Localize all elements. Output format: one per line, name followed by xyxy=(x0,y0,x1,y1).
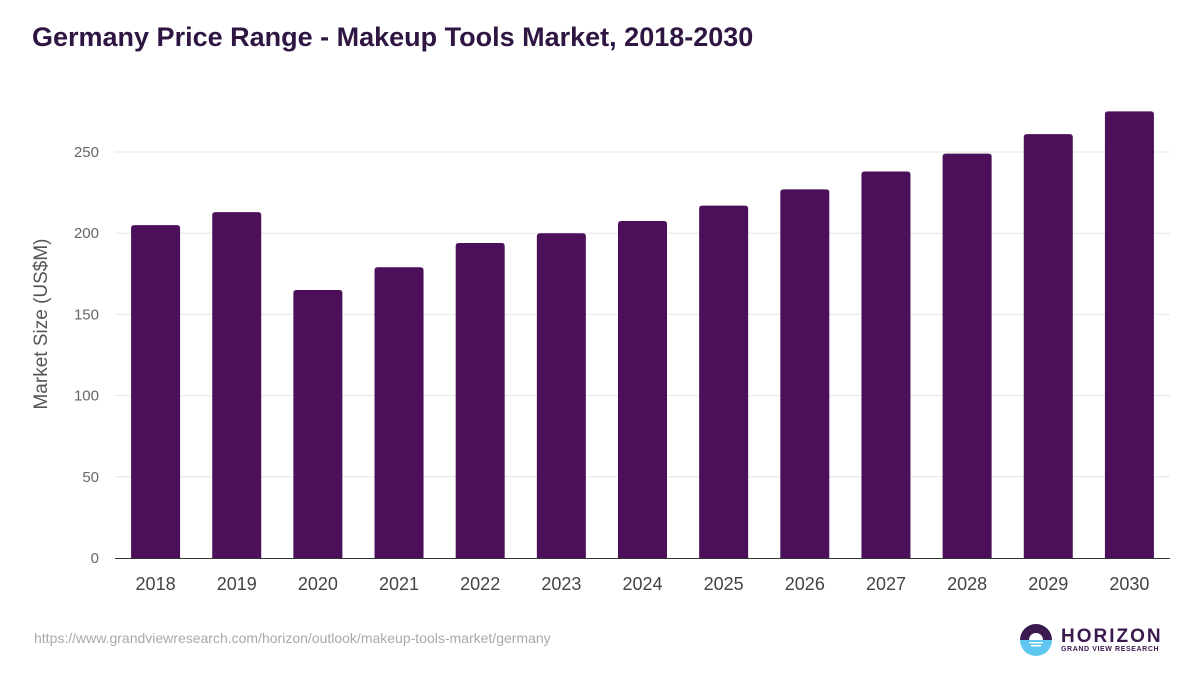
x-tick-label: 2029 xyxy=(1028,574,1068,594)
x-tick-label: 2021 xyxy=(379,574,419,594)
y-axis-label: Market Size (US$M) xyxy=(31,238,52,409)
bar-2020 xyxy=(293,290,343,558)
bar-2025 xyxy=(699,205,749,559)
bar-2023 xyxy=(536,233,586,558)
x-tick-label: 2019 xyxy=(217,574,257,594)
x-tick-label: 2030 xyxy=(1109,574,1149,594)
bar-2021 xyxy=(374,267,424,558)
x-tick-label: 2026 xyxy=(785,574,825,594)
source-url[interactable]: https://www.grandviewresearch.com/horizo… xyxy=(34,630,551,646)
logo-name: HORIZON xyxy=(1061,626,1163,647)
y-tick-label: 150 xyxy=(74,306,99,323)
bar-2019 xyxy=(212,212,262,558)
x-tick-label: 2028 xyxy=(947,574,987,594)
bar-2029 xyxy=(1023,134,1073,559)
chart-title: Germany Price Range - Makeup Tools Marke… xyxy=(32,22,754,52)
horizon-logo: HORIZON GRAND VIEW RESEARCH xyxy=(1019,623,1163,657)
x-tick-label: 2027 xyxy=(866,574,906,594)
bar-2030 xyxy=(1104,111,1154,559)
bar-2027 xyxy=(861,171,911,558)
y-tick-label: 200 xyxy=(74,225,99,242)
x-tick-label: 2020 xyxy=(298,574,338,594)
horizon-logo-icon xyxy=(1020,624,1052,656)
bar-2018 xyxy=(131,225,181,558)
y-tick-label: 100 xyxy=(74,388,99,405)
x-tick-label: 2025 xyxy=(704,574,744,594)
bar-2022 xyxy=(455,242,505,558)
x-tick-label: 2023 xyxy=(541,574,581,594)
x-tick-label: 2024 xyxy=(622,574,662,594)
bar-2028 xyxy=(942,153,992,558)
y-tick-label: 50 xyxy=(82,469,99,486)
y-tick-label: 0 xyxy=(91,550,99,567)
y-tick-label: 250 xyxy=(74,144,99,161)
x-tick-label: 2018 xyxy=(136,574,176,594)
bar-2024 xyxy=(618,221,667,558)
x-tick-label: 2022 xyxy=(460,574,500,594)
bar-2026 xyxy=(780,189,830,559)
logo-subtitle: GRAND VIEW RESEARCH xyxy=(1061,646,1160,653)
